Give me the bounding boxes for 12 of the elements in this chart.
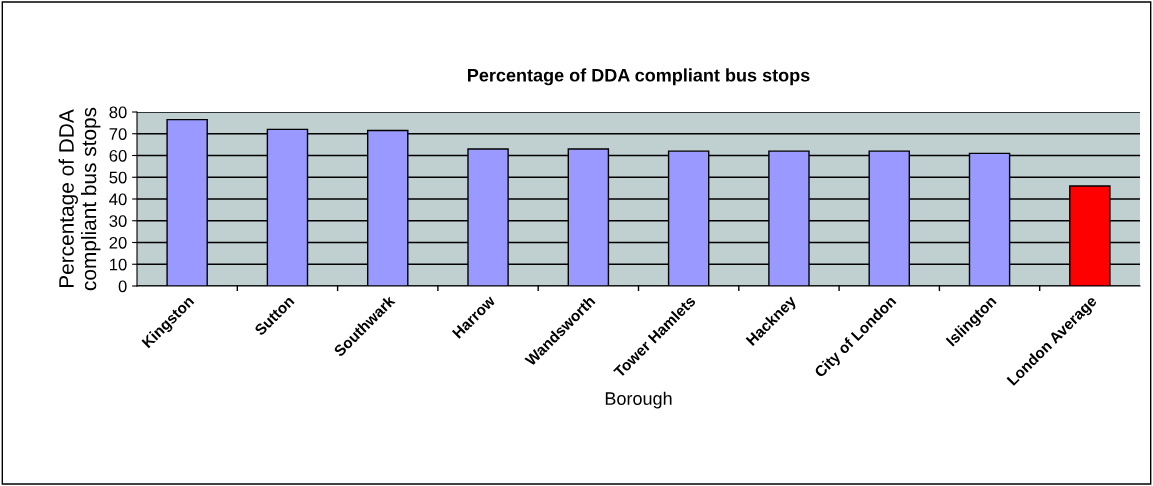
y-tick-label: 0 — [118, 280, 127, 293]
y-tick-label: 60 — [109, 149, 127, 162]
y-axis-title: Percentage of DDA compliant bus stops — [58, 107, 101, 291]
y-tick-label: 10 — [110, 258, 127, 271]
y-tick-label: 80 — [109, 106, 127, 119]
y-tick-label: 50 — [109, 171, 127, 184]
y-tick-label: 70 — [109, 128, 127, 140]
y-tick-label: 30 — [109, 215, 127, 227]
chart-title: Percentage of DDA compliant bus stops — [468, 68, 810, 86]
y-tick-label: 40 — [109, 193, 127, 206]
y-tick-label: 20 — [109, 236, 127, 249]
x-axis-title: Borough — [605, 391, 672, 409]
